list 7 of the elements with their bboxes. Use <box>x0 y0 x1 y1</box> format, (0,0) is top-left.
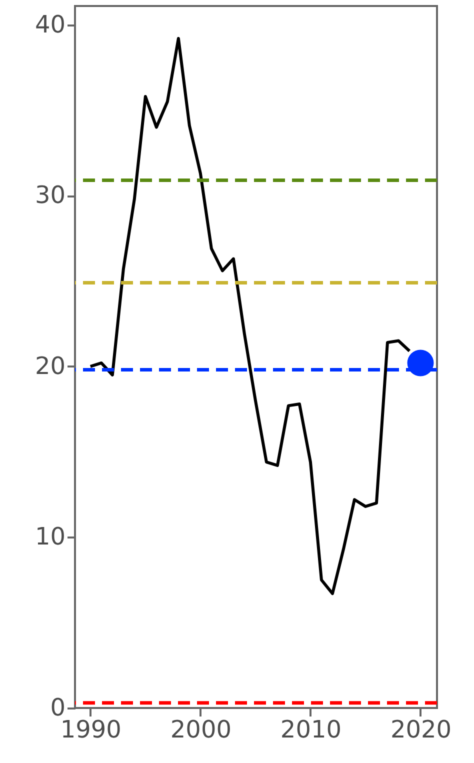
x-tick-label: 2000 <box>170 716 232 744</box>
x-tick-label: 2010 <box>280 716 342 744</box>
y-tick-label: 10 <box>34 522 66 551</box>
y-tick-label: 30 <box>34 181 66 210</box>
y-tick-label: 20 <box>34 352 66 380</box>
x-tick-label: 2020 <box>390 716 452 744</box>
y-tick-label: 40 <box>34 10 66 38</box>
